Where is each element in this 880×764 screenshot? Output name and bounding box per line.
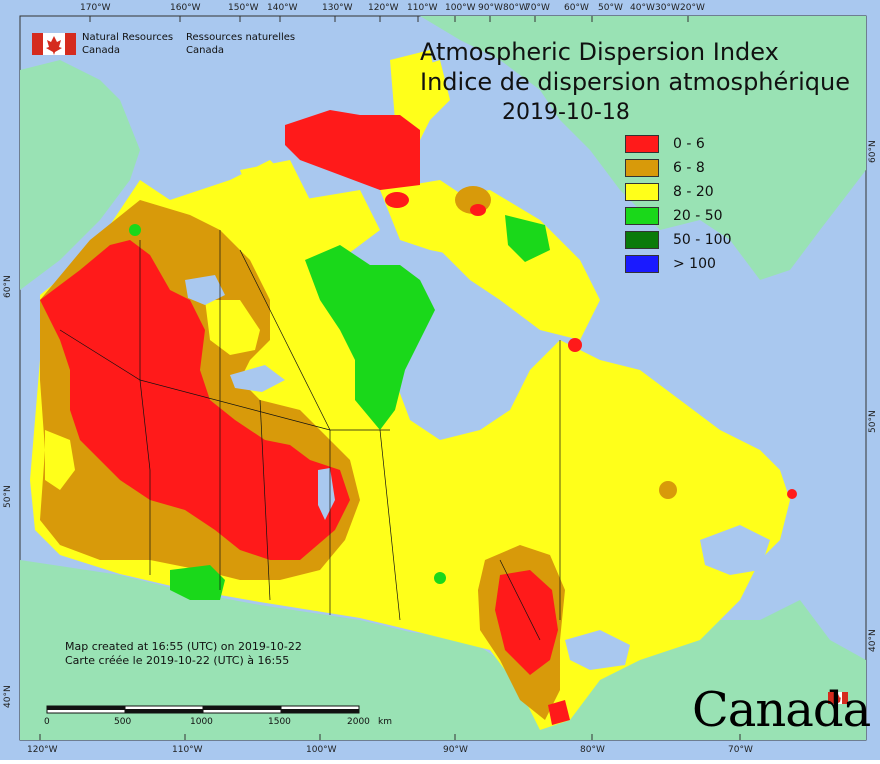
- scale-tick-500: 500: [114, 717, 132, 727]
- graticule-ticks: [39, 16, 741, 740]
- legend-swatch-8-20: [625, 183, 659, 201]
- agency-en: Natural Resources Canada: [82, 31, 173, 57]
- nfld-dot-red: [787, 489, 797, 499]
- axis-bottom-80w: 80°W: [580, 745, 605, 755]
- axis-top-140w: 140°W: [267, 3, 298, 13]
- red-zone-west: [40, 240, 350, 560]
- legend-swatch-0-6: [625, 135, 659, 153]
- green-zone-south: [170, 565, 225, 600]
- axis-left-40n: 40°N: [3, 685, 13, 708]
- axis-top-30w: 30°W: [655, 3, 680, 13]
- wordmark-flag-icon: [828, 692, 848, 704]
- agency-fr-line1: Ressources naturelles: [186, 32, 296, 43]
- island-dot-red-1: [470, 204, 486, 216]
- legend-swatch-50-100: [625, 231, 659, 249]
- alaska-land: [20, 60, 140, 290]
- credit-en: Map created at 16:55 (UTC) on 2019-10-22: [65, 640, 302, 653]
- agency-en-line2: Canada: [82, 45, 121, 56]
- arctic-island-1: [240, 160, 310, 240]
- scale-unit: km: [378, 717, 392, 727]
- agency-fr: Ressources naturelles Canada: [186, 31, 295, 57]
- usa-land: [20, 560, 560, 740]
- baffin-red-dot: [568, 338, 582, 352]
- axis-bottom-110w: 110°W: [172, 745, 203, 755]
- axis-top-40w: 40°W: [630, 3, 655, 13]
- yellow-prairie-patch: [205, 300, 260, 355]
- axis-top-130w: 130°W: [322, 3, 353, 13]
- axis-top-70w: 70°W: [525, 3, 550, 13]
- axis-left-50n: 50°N: [3, 485, 13, 508]
- green-dot-2: [129, 224, 141, 236]
- legend-label-6-8: 6 - 8: [673, 160, 705, 176]
- baffin-green: [505, 215, 550, 262]
- axis-bottom-70w: 70°W: [728, 745, 753, 755]
- scale-tick-1500: 1500: [268, 717, 291, 727]
- axis-right-50n: 50°N: [868, 410, 878, 433]
- agency-en-line1: Natural Resources: [82, 32, 174, 43]
- axis-top-20w: 20°W: [680, 3, 705, 13]
- legend-label-50-100: 50 - 100: [673, 232, 732, 248]
- axis-left-60n: 60°N: [3, 275, 13, 298]
- quebec-dot-orange: [659, 481, 677, 499]
- great-slave-lake: [230, 365, 285, 392]
- axis-top-170w: 170°W: [80, 3, 111, 13]
- province-borders: [59, 230, 561, 641]
- green-zone-nunavut: [305, 245, 435, 430]
- legend: 0 - 6 6 - 8 8 - 20 20 - 50 50 - 100 > 10…: [625, 135, 755, 285]
- legend-swatch-20-50: [625, 207, 659, 225]
- baffin-island: [420, 190, 600, 340]
- legend-label-0-6: 0 - 6: [673, 136, 705, 152]
- axis-top-110w: 110°W: [407, 3, 438, 13]
- island-dot-red-2: [385, 192, 409, 208]
- usa-east-land: [560, 600, 866, 740]
- scale-tick-0: 0: [44, 717, 50, 727]
- legend-label-gt-100: > 100: [673, 256, 716, 272]
- legend-swatch-gt-100: [625, 255, 659, 273]
- scale-bar: [46, 705, 360, 714]
- red-zone-ontario-south: [548, 700, 570, 725]
- axis-bottom-90w: 90°W: [443, 745, 468, 755]
- axis-top-100w: 100°W: [445, 3, 476, 13]
- map-date: 2019-10-18: [502, 100, 630, 125]
- arctic-island-2: [300, 190, 380, 260]
- credit-fr: Carte créée le 2019-10-22 (UTC) à 16:55: [65, 654, 290, 667]
- axis-top-160w: 160°W: [170, 3, 201, 13]
- ellesmere-tip: [395, 60, 450, 120]
- green-dot-1: [434, 572, 446, 584]
- nrcan-flag-icon: [32, 33, 76, 55]
- canada-wordmark: Canada: [692, 682, 871, 738]
- axis-right-40n: 40°N: [868, 629, 878, 652]
- axis-bottom-120w: 120°W: [27, 745, 58, 755]
- arctic-north-red: [285, 110, 420, 190]
- axis-top-150w: 150°W: [228, 3, 259, 13]
- red-zone-ontario: [495, 570, 558, 675]
- axis-bottom-100w: 100°W: [306, 745, 337, 755]
- axis-top-120w: 120°W: [368, 3, 399, 13]
- gulf-st-lawrence: [700, 525, 770, 575]
- agency-fr-line2: Canada: [186, 45, 225, 56]
- scale-tick-2000: 2000: [347, 717, 370, 727]
- axis-top-50w: 50°W: [598, 3, 623, 13]
- axis-right-60n: 60°N: [868, 140, 878, 163]
- great-bear-lake: [185, 275, 225, 305]
- legend-label-8-20: 8 - 20: [673, 184, 714, 200]
- great-lakes: [565, 630, 630, 670]
- axis-top-80w: 80°W: [503, 3, 528, 13]
- scale-tick-1000: 1000: [190, 717, 213, 727]
- axis-top-60w: 60°W: [564, 3, 589, 13]
- lake-winnipeg: [318, 468, 335, 520]
- map-title-fr: Indice de dispersion atmosphérique: [420, 68, 851, 96]
- axis-top-90w: 90°W: [478, 3, 503, 13]
- hudson-bay: [395, 290, 530, 440]
- yellow-bc-patch: [45, 430, 75, 490]
- legend-swatch-6-8: [625, 159, 659, 177]
- legend-label-20-50: 20 - 50: [673, 208, 723, 224]
- map-title-en: Atmospheric Dispersion Index: [420, 38, 779, 66]
